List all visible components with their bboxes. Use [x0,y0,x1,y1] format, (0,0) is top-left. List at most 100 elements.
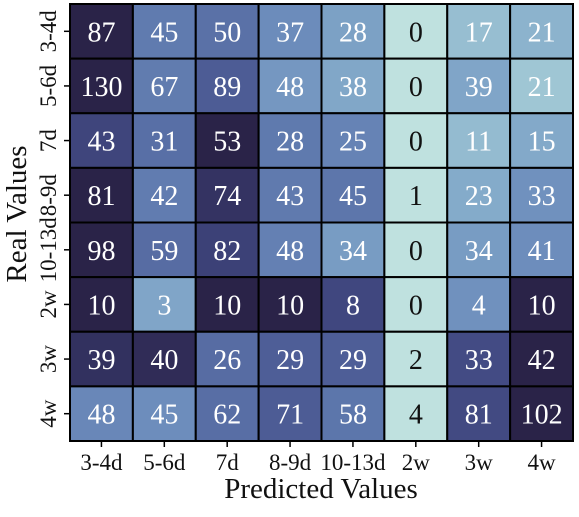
heatmap-value-label: 40 [150,345,178,376]
heatmap-value-label: 0 [409,72,423,103]
heatmap-value-label: 34 [339,236,367,267]
heatmap-cell-r2-c4 [320,112,386,169]
heatmap-value-label: 59 [150,236,178,267]
heatmap-value-label: 25 [339,127,367,158]
heatmap-cell-r6-c1 [131,330,197,388]
heatmap-cell-r5-c6 [446,276,512,333]
heatmap-value-label: 81 [465,400,493,431]
x-tick-label: 7d [216,450,240,475]
heatmap-value-label: 28 [276,127,304,158]
y-tick-label: 5-6d [36,64,61,107]
heatmap-value-label: 42 [150,181,178,212]
heatmap-cell-r5-c1 [131,276,197,333]
heatmap-value-label: 33 [465,345,493,376]
heatmap-cell-r2-c6 [446,112,512,169]
heatmap-value-label: 48 [87,400,115,431]
heatmap-value-label: 45 [150,400,178,431]
heatmap-value-label: 43 [276,181,304,212]
heatmap-value-label: 29 [339,345,367,376]
heatmap-value-label: 4 [472,290,486,321]
heatmap-cell-r7-c7 [509,385,574,442]
heatmap-cell-r1-c1 [131,57,197,115]
heatmap-cell-r2-c2 [194,112,260,169]
x-axis-title: Predicted Values [224,473,418,505]
y-tick-label: 10-13d [36,217,61,283]
heatmap-cell-r3-c6 [446,166,512,224]
x-tick-label: 5-6d [143,450,186,475]
heatmap-cell-r1-c3 [257,57,323,115]
y-tick-label: 7d [36,129,61,153]
heatmap-value-label: 10 [276,290,304,321]
heatmap-value-label: 4 [409,400,423,431]
heatmap-value-label: 31 [150,127,178,158]
heatmap-value-label: 74 [213,181,241,212]
heatmap-value-label: 39 [87,345,115,376]
heatmap-cell-r7-c2 [194,385,260,442]
x-tick-label: 3w [465,450,494,475]
heatmap-value-label: 71 [276,400,304,431]
heatmap-cells [69,3,574,442]
heatmap-value-label: 28 [339,17,367,48]
heatmap-value-label: 58 [339,400,367,431]
heatmap-value-label: 38 [339,72,367,103]
heatmap-value-label: 0 [409,290,423,321]
heatmap-value-label: 11 [465,127,492,158]
heatmap-value-label: 29 [276,345,304,376]
x-tick-label: 3-4d [80,450,123,475]
heatmap-cell-r0-c7 [509,3,574,60]
heatmap-value-label: 21 [528,72,556,103]
heatmap-cell-r5-c5 [383,276,449,333]
y-tick-label: 8-9d [36,174,61,217]
heatmap-value-label: 39 [465,72,493,103]
heatmap-cell-r1-c7 [509,57,574,115]
heatmap-cell-r3-c4 [320,166,386,224]
heatmap-value-label: 0 [409,17,423,48]
heatmap-value-label: 3 [157,290,171,321]
heatmap-cell-r1-c5 [383,57,449,115]
heatmap-value-label: 87 [87,17,115,48]
heatmap-value-label: 10 [87,290,115,321]
heatmap-value-label: 89 [213,72,241,103]
heatmap-value-label: 26 [213,345,241,376]
heatmap-value-label: 10 [528,290,556,321]
heatmap-value-label: 82 [213,236,241,267]
heatmap-value-label: 23 [465,181,493,212]
heatmap-value-label: 102 [521,400,563,431]
heatmap-value-label: 42 [528,345,556,376]
y-tick-label: 3w [36,345,61,374]
y-tick-label: 2w [36,290,61,319]
heatmap-cell-r4-c4 [320,221,386,279]
heatmap-value-label: 45 [150,17,178,48]
heatmap-value-label: 48 [276,236,304,267]
heatmap-value-label: 41 [528,236,556,267]
heatmap-cell-r6-c7 [509,330,574,388]
heatmap-value-label: 130 [80,72,122,103]
heatmap-value-label: 45 [339,181,367,212]
x-tick-label: 4w [528,450,557,475]
x-axis-ticks: 3-4d 5-6d 7d 8-9d 10-13d 2w 3w 4w [80,441,556,475]
heatmap-value-label: 67 [150,72,178,103]
heatmap-cell-r6-c5 [383,330,449,388]
heatmap-cell-r6-c0 [69,330,134,388]
heatmap-cell-r6-c4 [320,330,386,388]
heatmap-value-label: 0 [409,127,423,158]
heatmap-cell-r2-c5 [383,112,449,169]
heatmap-value-label: 34 [465,236,493,267]
heatmap-value-label: 21 [528,17,556,48]
heatmap-value-label: 2 [409,345,423,376]
heatmap-value-label: 98 [87,236,115,267]
heatmap-value-label: 50 [213,17,241,48]
heatmap-cell-r0-c5 [383,3,449,60]
heatmap-value-label: 81 [87,181,115,212]
x-tick-label: 8-9d [269,450,312,475]
heatmap-value-label: 48 [276,72,304,103]
plot-border [69,3,574,442]
y-tick-label: 4w [36,399,61,428]
heatmap-value-label: 8 [346,290,360,321]
heatmap-value-label: 53 [213,127,241,158]
x-tick-label: 10-13d [320,450,386,475]
